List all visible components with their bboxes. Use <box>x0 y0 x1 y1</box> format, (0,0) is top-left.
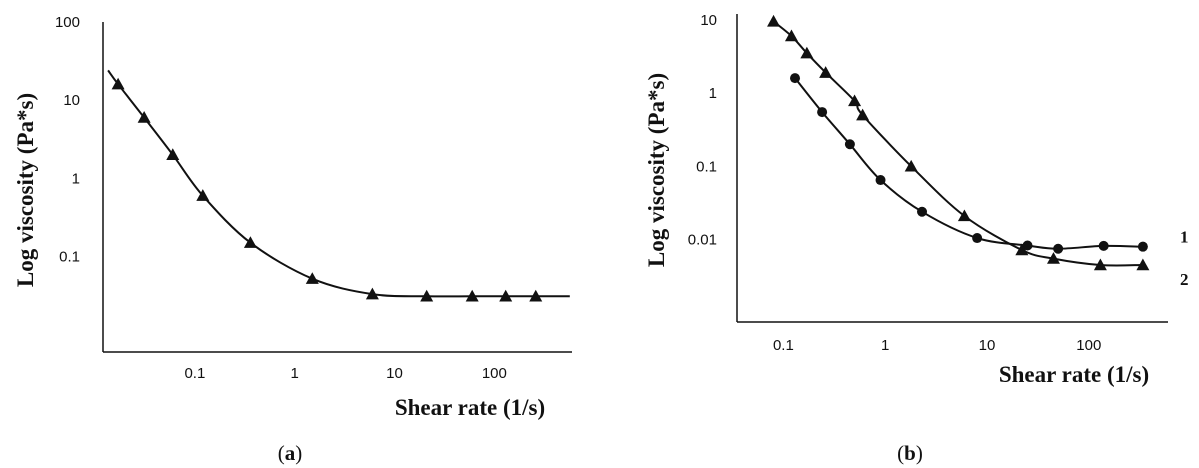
data-point-triangle <box>365 287 379 300</box>
fit-curve <box>772 20 1143 267</box>
y-tick-label: 10 <box>700 12 717 29</box>
data-point-circle <box>817 107 828 118</box>
fit-curve <box>794 77 1143 250</box>
x-tick-label: 100 <box>1076 337 1101 354</box>
x-tick-label: 0.1 <box>184 365 205 382</box>
data-point-triangle <box>784 29 798 42</box>
data-point-circle <box>972 233 983 244</box>
data-point-triangle <box>819 66 833 78</box>
fitted-curves <box>772 20 1143 267</box>
data-point-triangle <box>166 148 180 160</box>
x-tick-label: 1 <box>881 337 889 354</box>
data-point-circle <box>1098 240 1109 251</box>
data-point-triangle <box>957 209 971 222</box>
data-point-triangle <box>1136 258 1150 271</box>
data-point-triangle <box>243 236 257 248</box>
data-point-triangle <box>420 289 434 302</box>
series-label: 1 <box>1180 228 1189 247</box>
data-point-triangle <box>904 159 918 172</box>
y-tick-label: 1 <box>72 170 80 187</box>
data-point-triangle <box>111 77 125 90</box>
data-markers <box>111 77 543 302</box>
data-point-triangle <box>800 46 814 59</box>
x-tick-label: 10 <box>979 337 996 354</box>
y-axis-title: Log viscosity (Pa*s) <box>13 93 38 287</box>
x-tick-label: 100 <box>482 365 507 382</box>
data-markers <box>767 14 1150 271</box>
y-tick-label: 0.01 <box>688 232 717 249</box>
x-tick-label: 0.1 <box>773 337 794 354</box>
y-tick-label: 100 <box>55 14 80 31</box>
y-axis-title: Log viscosity (Pa*s) <box>644 73 669 267</box>
data-point-circle <box>1137 241 1148 252</box>
y-tick-label: 0.1 <box>59 248 80 265</box>
data-point-triangle <box>196 189 210 201</box>
series-label: 2 <box>1180 270 1189 289</box>
data-point-triangle <box>529 289 543 302</box>
data-point-triangle <box>305 272 319 284</box>
data-point-triangle <box>465 289 479 302</box>
x-tick-label: 10 <box>386 365 403 382</box>
panel-label: (a) <box>278 441 303 465</box>
chart-panel-a: Log viscosity (Pa*s) Shear rate (1/s) (a… <box>13 14 572 465</box>
x-axis-title: Shear rate (1/s) <box>999 362 1149 387</box>
data-point-circle <box>875 175 886 186</box>
data-point-triangle <box>856 108 870 121</box>
data-point-triangle <box>767 14 781 27</box>
y-tick-labels: 0.01 0.1 1 10 <box>688 12 717 249</box>
data-point-circle <box>1022 240 1033 251</box>
fitted-curves <box>107 69 570 298</box>
data-point-circle <box>790 73 801 84</box>
data-point-circle <box>1053 243 1064 254</box>
fit-curve <box>107 69 570 298</box>
data-point-triangle <box>848 94 862 107</box>
data-point-triangle <box>499 289 513 302</box>
y-tick-label: 0.1 <box>696 158 717 175</box>
x-tick-labels: 0.1 1 10 100 <box>773 337 1101 354</box>
y-tick-labels: 0.1 1 10 100 <box>55 14 80 265</box>
chart-panel-b: Log viscosity (Pa*s) Shear rate (1/s) (b… <box>644 12 1189 465</box>
y-tick-label: 10 <box>63 92 80 109</box>
x-tick-label: 1 <box>291 365 299 382</box>
data-point-circle <box>917 206 928 217</box>
x-tick-labels: 0.1 1 10 100 <box>184 365 506 382</box>
data-point-triangle <box>1015 243 1029 256</box>
series-labels: 12 <box>1180 228 1189 289</box>
y-tick-label: 1 <box>709 85 717 102</box>
data-point-triangle <box>1046 252 1060 264</box>
data-point-triangle <box>137 111 151 123</box>
panel-label: (b) <box>897 441 923 465</box>
data-point-circle <box>844 139 855 150</box>
data-point-triangle <box>1093 258 1107 271</box>
x-axis-title: Shear rate (1/s) <box>395 395 545 420</box>
